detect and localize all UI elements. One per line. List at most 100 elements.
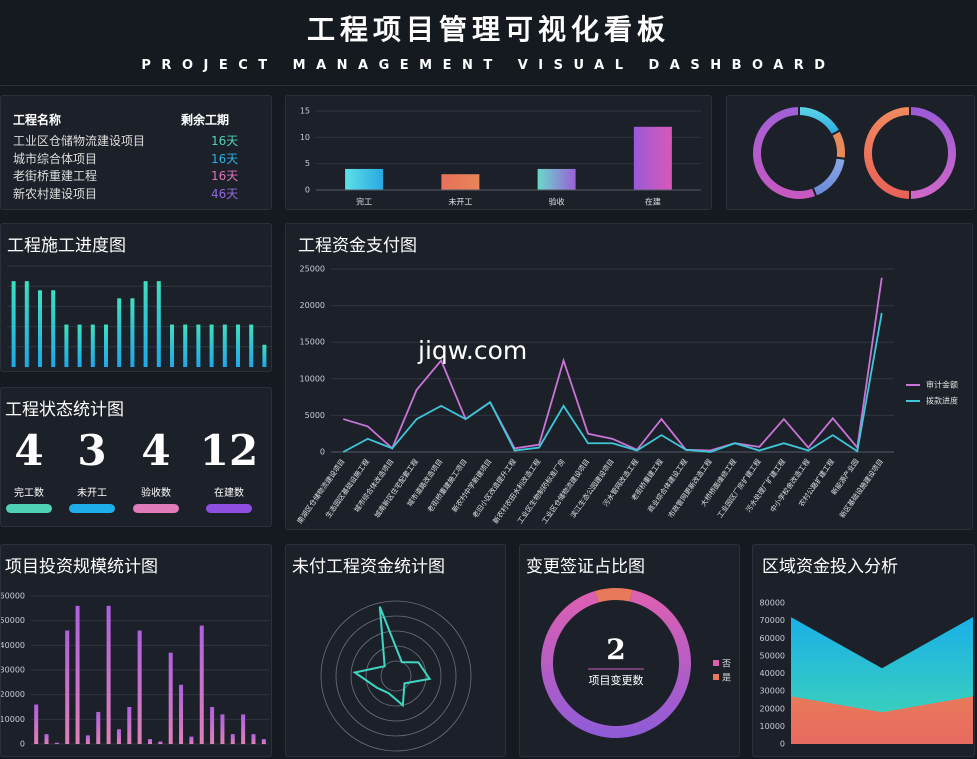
y-tick-label: 60000: [760, 634, 785, 643]
bar: [137, 630, 142, 744]
bar: [441, 174, 480, 190]
x-tick-label: 新农村农田水利改造工程: [491, 457, 543, 525]
radar-ring: [350, 630, 442, 722]
bar: [345, 168, 384, 190]
bar: [220, 714, 225, 744]
center-label: 项目变更数: [589, 673, 644, 687]
y-tick-label: 15000: [300, 338, 325, 347]
status-label: 未开工: [77, 488, 107, 499]
chart: 2 项目变更数 否是: [541, 588, 731, 738]
table-header: 剩余工期: [181, 113, 230, 127]
donut-segment: [595, 588, 633, 603]
status-value: 12: [199, 426, 259, 475]
status-label: 在建数: [214, 488, 244, 499]
bar: [262, 344, 267, 367]
bar: [11, 281, 16, 367]
x-tick-label: 市政管网更新改造工程: [666, 457, 714, 520]
status-item: 4 完工数: [1, 426, 59, 513]
radar-area: [352, 606, 432, 708]
schedule-panel: 工程名称 剩余工期 工业区仓储物流建设项目 16天 城市综合体项目 16天 老街桥重建工…: [0, 95, 272, 210]
bar: [96, 711, 101, 744]
panel-title: 区域资金投入分析: [762, 557, 898, 577]
radar-ring: [365, 645, 427, 707]
status-bar-panel: 0 5 10 15 完工 未开工 验收 在建: [285, 95, 712, 210]
status-pill: [206, 504, 252, 513]
chart: 0 5000 10000 15000 20000 25000 南湖区仓储物流建设项目生态园区…: [295, 265, 958, 526]
project-name: 工业区仓储物流建设项目: [13, 134, 146, 148]
y-tick-label: 10000: [300, 374, 325, 383]
status-value: 4: [141, 426, 171, 475]
page-subtitle: PROJECT MANAGEMENT VISUAL DASHBOARD: [141, 58, 836, 73]
chart: [7, 265, 271, 367]
legend-label: 拨款进度: [926, 396, 958, 406]
bar: [251, 734, 256, 744]
radar-ring: [320, 600, 472, 752]
y-tick-label: 0: [20, 740, 25, 749]
y-tick-label: 50000: [760, 651, 785, 660]
x-tick-label: 完工: [356, 197, 372, 207]
bar: [24, 281, 29, 367]
donut-segment: [751, 104, 818, 201]
progress-panel: 工程施工进度图: [0, 223, 272, 372]
bar: [241, 714, 246, 744]
bar: [189, 736, 194, 744]
y-tick-label: 5000: [305, 411, 325, 420]
radar-ring: [335, 615, 457, 737]
bar: [65, 630, 70, 744]
y-tick-label: 70000: [760, 616, 785, 625]
remaining-days: 16天: [211, 134, 239, 148]
line-series: [342, 277, 883, 452]
bar: [44, 734, 49, 744]
legend-swatch: [713, 660, 719, 666]
panel-title: 未付工程资金统计图: [292, 557, 445, 577]
watermark: jiqw.com: [418, 336, 528, 365]
x-tick-label: 工业区仓储物流建设项目: [540, 457, 592, 525]
y-tick-label: 30000: [760, 687, 785, 696]
bar: [537, 168, 576, 190]
y-tick-label: 15: [300, 107, 310, 116]
y-tick-label: 0: [305, 186, 310, 195]
bar: [143, 281, 148, 367]
x-tick-label: 老旧小区改造提升工程: [470, 457, 518, 520]
x-tick-label: 验收: [549, 197, 565, 207]
y-tick-label: 80000: [760, 599, 785, 608]
bar: [130, 298, 135, 367]
legend-swatch: [713, 674, 719, 680]
bar: [85, 735, 90, 744]
bar: [196, 324, 201, 367]
y-tick-label: 10000: [1, 715, 25, 724]
bar: [77, 324, 82, 367]
project-name: 老街桥重建工程: [13, 169, 98, 183]
center-value: 2: [606, 633, 625, 666]
chart: [320, 600, 472, 752]
legend-label: 否: [722, 659, 731, 670]
y-tick-label: 30000: [1, 666, 25, 675]
status-items: 4 完工数 3 未开工 4 验收数 12 在建数: [1, 426, 271, 526]
x-tick-label: 城南新区住宅配套工程: [372, 457, 420, 520]
donut-segment: [798, 104, 842, 137]
donut-segment: [830, 128, 847, 161]
y-tick-label: 0: [320, 448, 325, 457]
status-label: 完工数: [14, 488, 44, 499]
change-panel: 变更签证占比图 2 项目变更数 否是: [519, 544, 740, 757]
status-item: 3 未开工: [62, 426, 122, 513]
bar: [148, 739, 152, 744]
bar: [116, 729, 121, 744]
status-panel: 工程状态统计图 4 完工数 3 未开工 4 验收数 12 在建数: [0, 387, 272, 527]
bar: [54, 742, 59, 744]
bar: [117, 298, 122, 367]
status-label: 验收数: [141, 488, 171, 499]
x-tick-label: 滨江生态公园建设项目: [568, 457, 616, 520]
chart: [751, 104, 958, 202]
bar: [127, 707, 132, 744]
x-tick-label: 南湖区仓储物流建设项目: [295, 457, 347, 525]
bar: [170, 324, 174, 367]
bar: [230, 734, 235, 744]
x-tick-label: 在建: [645, 197, 661, 207]
header-divider: [0, 85, 977, 86]
donut-segment: [811, 156, 847, 198]
y-tick-label: 40000: [1, 641, 25, 650]
area-series: [791, 696, 973, 744]
page-title: 工程项目管理可视化看板: [306, 13, 670, 46]
chart: 0 10000 20000 30000 40000 50000 60000: [1, 592, 269, 749]
